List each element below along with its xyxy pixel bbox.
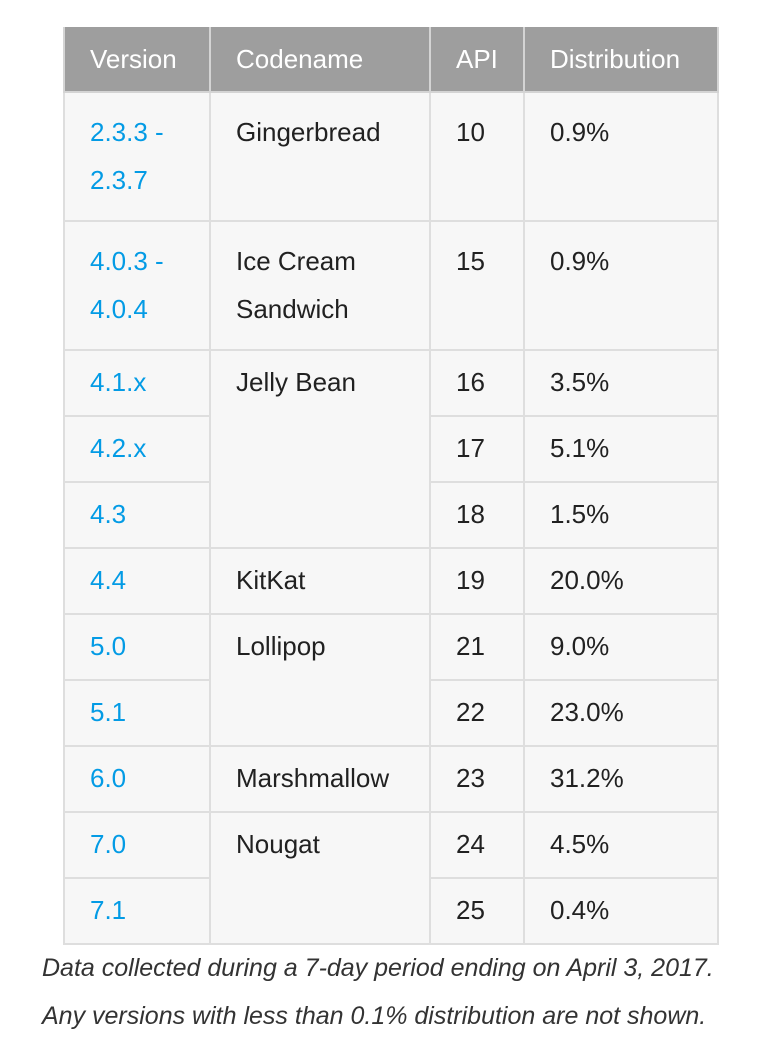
distribution-cell: 31.2% [523,745,719,813]
version-link-line[interactable]: 2.3.7 [90,165,148,195]
distribution-cell: 23.0% [523,679,719,747]
api-cell: 21 [429,613,525,681]
table-row: 7.0 Nougat 24 4.5% [63,811,719,945]
table-row: 7.1 25 0.4% [63,877,719,945]
version-cell[interactable]: 4.4 [63,547,211,615]
codename-cell: Ice Cream Sandwich [209,220,431,351]
distribution-cell: 4.5% [523,811,719,879]
distribution-cell: 0.4% [523,877,719,945]
codename-cell: Marshmallow [209,745,431,813]
version-link-line[interactable]: 4.0.3 - [90,246,164,276]
table-header-row: Version Codename API Distribution [63,27,719,93]
codename-cell: Gingerbread [209,91,431,222]
table-row: 5.0 Lollipop 21 9.0% [63,613,719,747]
table-row: 4.2.x 17 5.1% [63,415,719,483]
codename-line: Sandwich [236,294,349,324]
header-distribution: Distribution [523,27,719,93]
table-row: 4.0.3 - 4.0.4 Ice Cream Sandwich 15 0.9% [63,220,719,351]
table-row: 5.1 22 23.0% [63,679,719,747]
distribution-cell: 0.9% [523,220,719,351]
api-cell: 10 [429,91,525,222]
distribution-cell: 9.0% [523,613,719,681]
platform-distribution-table: Version Codename API Distribution 2.3.3 … [63,27,719,945]
codename-cell: Lollipop [209,613,431,747]
api-cell: 19 [429,547,525,615]
codename-line: Ice Cream [236,246,356,276]
footnote-line: Any versions with less than 0.1% distrib… [42,1002,707,1030]
api-cell: 25 [429,877,525,945]
version-cell[interactable]: 7.1 [63,877,211,945]
footnote: Data collected during a 7-day period end… [42,944,782,1040]
api-cell: 18 [429,481,525,549]
footnote-line: Data collected during a 7-day period end… [42,954,714,982]
table-row: 4.3 18 1.5% [63,481,719,549]
table-row: 2.3.3 - 2.3.7 Gingerbread 10 0.9% [63,91,719,222]
version-cell[interactable]: 7.0 [63,811,211,879]
header-version: Version [63,27,211,93]
distribution-table-container: Version Codename API Distribution 2.3.3 … [63,27,719,945]
table-row: 6.0 Marshmallow 23 31.2% [63,745,719,813]
distribution-cell: 5.1% [523,415,719,483]
distribution-cell: 3.5% [523,349,719,417]
version-cell[interactable]: 6.0 [63,745,211,813]
distribution-cell: 0.9% [523,91,719,222]
version-cell[interactable]: 5.0 [63,613,211,681]
codename-cell: Nougat [209,811,431,945]
api-cell: 22 [429,679,525,747]
codename-cell: Jelly Bean [209,349,431,549]
version-cell[interactable]: 2.3.3 - 2.3.7 [63,91,211,222]
codename-cell: KitKat [209,547,431,615]
version-cell[interactable]: 4.2.x [63,415,211,483]
version-link-line[interactable]: 2.3.3 - [90,117,164,147]
table-row: 4.1.x Jelly Bean 16 3.5% [63,349,719,549]
table-row: 4.4 KitKat 19 20.0% [63,547,719,615]
api-cell: 23 [429,745,525,813]
version-cell[interactable]: 5.1 [63,679,211,747]
header-api: API [429,27,525,93]
version-cell[interactable]: 4.0.3 - 4.0.4 [63,220,211,351]
version-cell[interactable]: 4.3 [63,481,211,549]
distribution-cell: 1.5% [523,481,719,549]
version-cell[interactable]: 4.1.x [63,349,211,417]
api-cell: 16 [429,349,525,417]
api-cell: 24 [429,811,525,879]
header-codename: Codename [209,27,431,93]
version-link-line[interactable]: 4.0.4 [90,294,148,324]
distribution-cell: 20.0% [523,547,719,615]
api-cell: 17 [429,415,525,483]
api-cell: 15 [429,220,525,351]
